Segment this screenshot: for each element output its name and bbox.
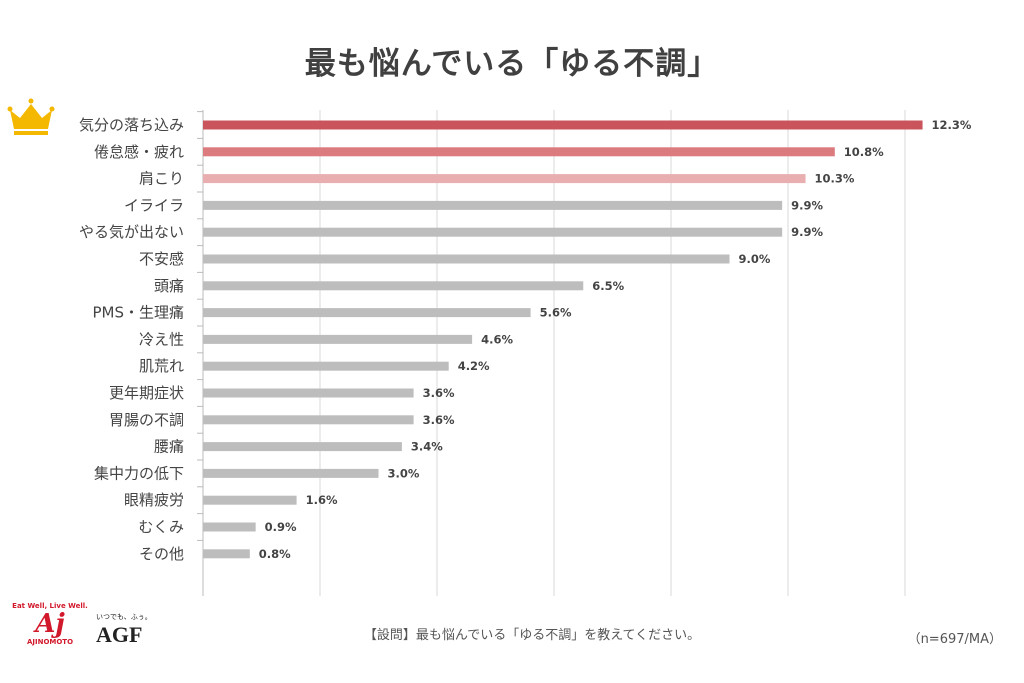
data-labels: 12.3% 10.8% 10.3% 9.9% 9.9% 9.0% 6.5% 5.6% 4.6% 4… [259,118,972,561]
ajinomoto-mark: Aj [35,609,65,639]
data-label: 1.6% [306,493,338,507]
category-label: その他 [139,545,184,563]
data-label: 12.3% [932,118,972,132]
bar [203,415,414,425]
bar [203,495,297,505]
crown-icon [7,98,55,135]
category-label: 倦怠感・疲れ [94,143,184,161]
data-label: 0.9% [265,520,297,534]
bar [203,174,806,184]
data-label: 9.9% [791,198,823,212]
sample-note: （n=697/MA） [907,632,1002,647]
data-label: 10.3% [815,172,855,186]
category-label: やる気が出ない [79,223,184,241]
data-label: 10.8% [844,145,884,159]
bar [203,334,473,344]
bar [203,522,256,532]
category-label: 冷え性 [139,330,184,348]
bar [203,120,923,130]
category-label: 集中力の低下 [94,464,184,482]
category-label: 気分の落ち込み [79,116,184,134]
gridlines [197,110,906,596]
agf-mark: AGF [96,622,143,647]
bars [203,120,923,559]
bar [203,281,584,291]
data-label: 6.5% [592,279,624,293]
chart-title: 最も悩んでいる「ゆる不調」 [304,46,720,82]
category-label: むくみ [138,518,184,536]
category-label: 胃腸の不調 [109,411,184,429]
category-label: イライラ [124,196,184,214]
data-label: 0.8% [259,547,291,561]
bar [203,147,835,157]
data-label: 5.6% [540,306,572,320]
category-label: 頭痛 [154,277,184,295]
data-label: 9.0% [739,252,771,266]
ajinomoto-logo: Eat Well, Live Well. Aj AJINOMOTO [10,602,90,646]
category-label: PMS・生理痛 [92,304,184,322]
ajinomoto-name: AJINOMOTO [26,638,74,646]
bar [203,549,250,559]
survey-question: 【設問】最も悩んでいる「ゆる不調」を教えてください。 [363,628,701,643]
bar [203,361,449,371]
category-label: 更年期症状 [109,384,184,402]
agf-logo: いつでも、ふぅ。 AGF [96,612,152,648]
bar [203,254,730,264]
bar [203,227,783,237]
data-label: 3.0% [388,466,420,480]
ajinomoto-slogan: Eat Well, Live Well. [12,602,88,610]
data-label: 3.6% [423,413,455,427]
bar [203,388,414,398]
data-label: 9.9% [791,225,823,239]
agf-tagline: いつでも、ふぅ。 [96,613,152,621]
bar [203,468,379,478]
category-label: 腰痛 [154,438,184,456]
category-label: 眼精疲労 [124,491,184,509]
data-label: 3.4% [411,440,443,454]
bar [203,200,783,210]
category-label: 不安感 [139,250,184,268]
category-label: 肩こり [139,170,184,188]
data-label: 3.6% [423,386,455,400]
category-label: 肌荒れ [139,357,184,375]
bar [203,308,531,318]
data-label: 4.2% [458,359,490,373]
data-label: 4.6% [481,332,513,346]
bar [203,442,402,452]
